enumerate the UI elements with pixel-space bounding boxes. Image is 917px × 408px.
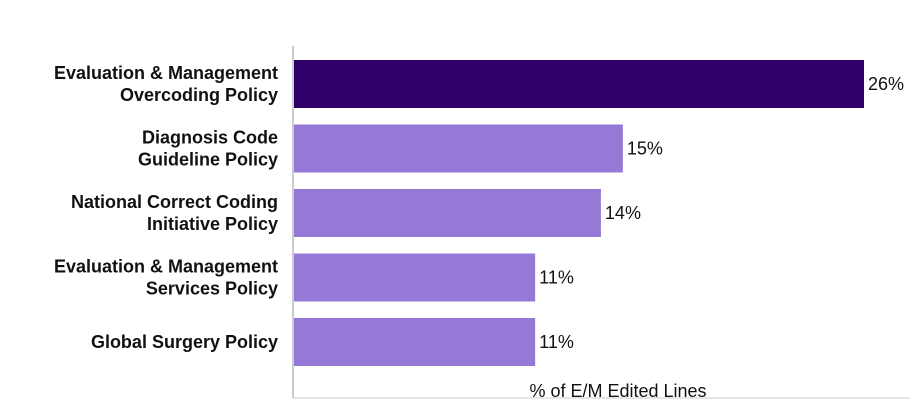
category-label-3-line-0: Evaluation & Management [54, 257, 278, 277]
value-label-2: 14% [605, 203, 641, 223]
category-label-0-line-1: Overcoding Policy [120, 85, 278, 105]
bar-0 [294, 60, 864, 108]
category-label-4-line-0: Global Surgery Policy [91, 332, 278, 352]
bar-1 [294, 124, 623, 173]
bar-3 [294, 253, 536, 302]
category-label-3-line-1: Services Policy [146, 279, 278, 299]
value-label-4: 11% [539, 332, 574, 352]
bars-group [294, 60, 864, 366]
bar-2 [294, 189, 601, 237]
value-label-0: 26% [868, 74, 904, 94]
category-label-2-line-0: National Correct Coding [71, 192, 278, 212]
x-axis-title: % of E/M Edited Lines [529, 381, 706, 401]
category-label-0-line-0: Evaluation & Management [54, 63, 278, 83]
value-labels-group: 26% 15% 14% 11% 11% [539, 74, 904, 352]
bar-4 [294, 318, 536, 366]
value-label-1: 15% [627, 139, 663, 159]
category-label-1-line-0: Diagnosis Code [142, 128, 278, 148]
category-label-1-line-1: Guideline Policy [138, 150, 278, 170]
value-label-3: 11% [539, 268, 574, 288]
category-label-2-line-1: Initiative Policy [147, 214, 278, 234]
